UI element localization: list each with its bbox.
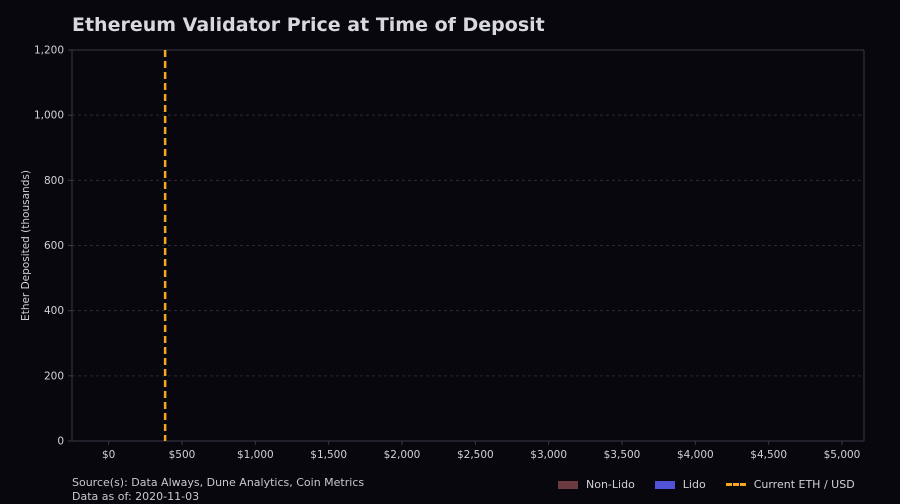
x-tick-label: $500 (169, 449, 196, 461)
footer-source: Source(s): Data Always, Dune Analytics, … (72, 476, 365, 489)
x-tick-label: $4,500 (750, 449, 787, 461)
legend-swatch-lido (654, 480, 675, 489)
x-tick-label: $2,000 (384, 449, 421, 461)
y-tick-label: 400 (44, 305, 64, 317)
legend-swatch-current-eth-usd (725, 483, 746, 486)
legend-label-lido: Lido (682, 478, 706, 491)
chart-title: Ethereum Validator Price at Time of Depo… (72, 14, 545, 36)
x-tick-label: $1,000 (237, 449, 274, 461)
legend-item-non-lido: Non-Lido (558, 478, 635, 491)
x-tick-label: $2,500 (457, 449, 494, 461)
y-tick-label: 800 (44, 175, 64, 187)
x-tick-label: $0 (102, 449, 115, 461)
x-tick-label: $3,000 (530, 449, 567, 461)
y-tick-label: 1,000 (34, 110, 64, 122)
y-tick-label: 0 (57, 436, 64, 448)
legend-swatch-non-lido (558, 480, 578, 489)
y-tick-label: 200 (44, 370, 64, 382)
x-tick-label: $1,500 (310, 449, 347, 461)
legend: Non-Lido Lido Current ETH / USD (558, 478, 855, 491)
y-tick-label: 1,200 (34, 45, 64, 57)
y-axis-label: Ether Deposited (thousands) (20, 170, 32, 321)
legend-label-non-lido: Non-Lido (586, 478, 635, 491)
ticks-layer: 0 200 400 600 800 1,000 1,200 $0 $500 $1,000 $1,50… (34, 45, 860, 462)
x-tick-label: $3,500 (604, 449, 641, 461)
legend-item-lido: Lido (654, 478, 706, 491)
y-tick-label: 600 (44, 240, 64, 252)
grid-layer (72, 49, 864, 377)
x-tick-label: $4,000 (677, 449, 714, 461)
legend-label-current-eth-usd: Current ETH / USD (753, 478, 855, 491)
x-tick-label: $5,000 (824, 449, 861, 461)
legend-item-current-eth-usd: Current ETH / USD (725, 478, 855, 491)
footer-date: Data as of: 2020-11-03 (72, 490, 200, 503)
